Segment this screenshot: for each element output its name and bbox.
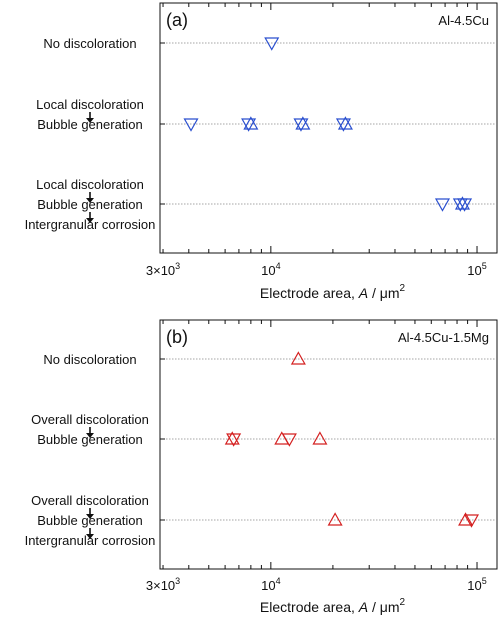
category-label-line: Bubble generation	[37, 432, 143, 447]
flow-arrowhead-icon	[86, 514, 94, 519]
data-point-triangle-down	[241, 118, 257, 132]
category-label-line: Local discoloration	[36, 97, 144, 112]
panel-b: 3×103 104 105 Electrode area, A / μm2 (b) Al-…	[25, 319, 498, 615]
category-label-line: Local discoloration	[36, 177, 144, 192]
data-point-triangle-up	[337, 116, 353, 130]
alloy-label: Al-4.5Cu-1.5Mg	[398, 330, 489, 345]
plot-frame	[159, 319, 498, 570]
data-point-triangle-down	[434, 198, 451, 212]
panel-label: (b)	[166, 327, 188, 347]
x-tick-label: 3×103	[146, 576, 180, 593]
category-label-1: No discoloration	[43, 352, 136, 367]
x-tick-label: 105	[467, 576, 486, 593]
data-point-triangle-down	[264, 37, 280, 51]
category-label-line: Overall discoloration	[31, 493, 149, 508]
category-label-3: Local discoloration Bubble generation Inte…	[25, 177, 156, 232]
category-label-line: No discoloration	[43, 352, 136, 367]
x-tick-label: 105	[467, 261, 486, 278]
category-label-3: Overall discoloration Bubble generation In…	[25, 493, 156, 548]
data-point-triangle-down	[293, 118, 309, 132]
plot-frame	[159, 2, 498, 254]
flow-arrowhead-icon	[86, 198, 94, 203]
data-point-triangle-up	[243, 116, 259, 130]
data-point-triangle-up	[290, 351, 306, 365]
category-label-line: Intergranular corrosion	[25, 217, 156, 232]
flow-arrowhead-icon	[86, 433, 94, 438]
x-axis-label: Electrode area, A / μm2	[260, 283, 406, 301]
data-point-triangle-down	[226, 433, 242, 447]
data-point-triangle-down	[183, 118, 199, 132]
alloy-label: Al-4.5Cu	[438, 13, 489, 28]
category-label-1: No discoloration	[43, 36, 136, 51]
x-tick-label: 104	[261, 576, 280, 593]
data-point-triangle-down	[463, 514, 480, 528]
data-point-triangle-down	[281, 433, 297, 447]
x-tick-label: 104	[261, 261, 280, 278]
data-point-triangle-up	[454, 196, 470, 210]
data-point-triangle-up	[312, 431, 328, 445]
data-point-triangle-down	[335, 118, 351, 132]
x-axis-label: Electrode area, A / μm2	[260, 597, 406, 615]
category-label-line: No discoloration	[43, 36, 136, 51]
category-label-line: Bubble generation	[37, 117, 143, 132]
flow-arrowhead-icon	[86, 118, 94, 123]
data-point-triangle-up	[295, 116, 311, 130]
category-label-line: Intergranular corrosion	[25, 533, 156, 548]
flow-arrowhead-icon	[86, 218, 94, 223]
category-label-line: Bubble generation	[37, 197, 143, 212]
data-point-triangle-down	[457, 198, 473, 212]
category-label-2: Overall discoloration Bubble generation	[31, 412, 149, 447]
category-label-2: Local discoloration Bubble generation	[36, 97, 144, 132]
flow-arrowhead-icon	[86, 534, 94, 539]
panel-label: (a)	[166, 10, 188, 30]
category-label-line: Bubble generation	[37, 513, 143, 528]
data-point-triangle-up	[458, 512, 474, 526]
data-point-triangle-up	[327, 512, 343, 526]
category-label-line: Overall discoloration	[31, 412, 149, 427]
panel-a: 3×103 104 105 Electrode area, A / μm2 (a) Al-…	[25, 2, 498, 301]
x-tick-label: 3×103	[146, 261, 180, 278]
